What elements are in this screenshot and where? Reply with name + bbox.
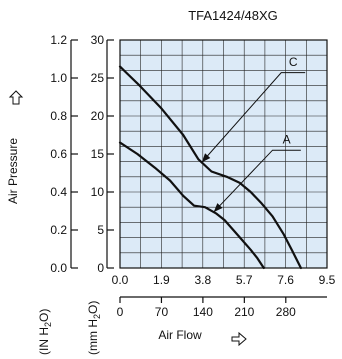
x-tick-label-m3h: 0: [117, 305, 124, 319]
x-axis-arrow-icon: [231, 331, 247, 347]
callout-leader-a: [213, 149, 301, 213]
x-tick-label-m3h: 280: [276, 305, 296, 319]
x-tick-label-cfm: 3.8: [194, 273, 211, 287]
chart-title: TFA1424/48XG: [188, 8, 278, 23]
y-tick-label-inh2o: 0.6: [50, 147, 67, 161]
y-units-inh2o: (IN H2O): [37, 309, 53, 355]
y-tick-label-mmh2o: 0: [97, 261, 104, 275]
y-tick-label-mmh2o: 25: [91, 71, 105, 85]
x-tick-label-cfm: 0.0: [112, 273, 129, 287]
series-line-a: [118, 141, 265, 270]
y-tick-label-mmh2o: 20: [91, 109, 105, 123]
x-tick-label-m3h: 210: [234, 305, 254, 319]
x-axis-label: Air Flow: [158, 328, 202, 342]
y-axis-arrow-icon: [8, 90, 24, 105]
plot-frame: [119, 39, 328, 269]
y-tick-label-mmh2o: 5: [97, 223, 104, 237]
x-tick-label-m3h: 140: [193, 305, 213, 319]
series-layer: [118, 65, 302, 270]
y-tick-label-inh2o: 0.2: [50, 223, 67, 237]
series-label-a: A: [283, 132, 291, 146]
callout-leader-c: [201, 72, 306, 163]
y-tick-label-inh2o: 1.2: [50, 33, 67, 47]
x-tick-label-cfm: 9.5: [319, 273, 336, 287]
x-tick-label-cfm: 1.9: [153, 273, 170, 287]
y-tick-label-mmh2o: 15: [91, 147, 105, 161]
y-tick-label-mmh2o: 10: [91, 185, 105, 199]
series-line-c: [118, 65, 302, 270]
plot-grid: [120, 40, 327, 268]
y-axis-label: Air Pressure: [6, 138, 20, 204]
y-tick-label-inh2o: 0.4: [50, 185, 67, 199]
y-units-mmh2o: (mm H2O): [86, 301, 102, 355]
callout-arrowhead-c: [201, 153, 211, 163]
callout-arrowhead-a: [213, 203, 223, 213]
y-tick-label-inh2o: 0.8: [50, 109, 67, 123]
y-tick-label-inh2o: 0.0: [50, 261, 67, 275]
annotation-layer: CA: [201, 55, 306, 213]
x-tick-label-cfm: 7.6: [277, 273, 294, 287]
series-label-c: C: [289, 55, 298, 69]
axes-layer: 0.0 0.2 0.4 0.6 0.8 1.0 1.2 0 5 10 15 20 25 30 0.0 1.9 3…: [50, 33, 335, 319]
y-tick-label-inh2o: 1.0: [50, 71, 67, 85]
x-tick-label-cfm: 5.7: [236, 273, 253, 287]
x-tick-label-m3h: 70: [155, 305, 169, 319]
y-tick-label-mmh2o: 30: [91, 33, 105, 47]
